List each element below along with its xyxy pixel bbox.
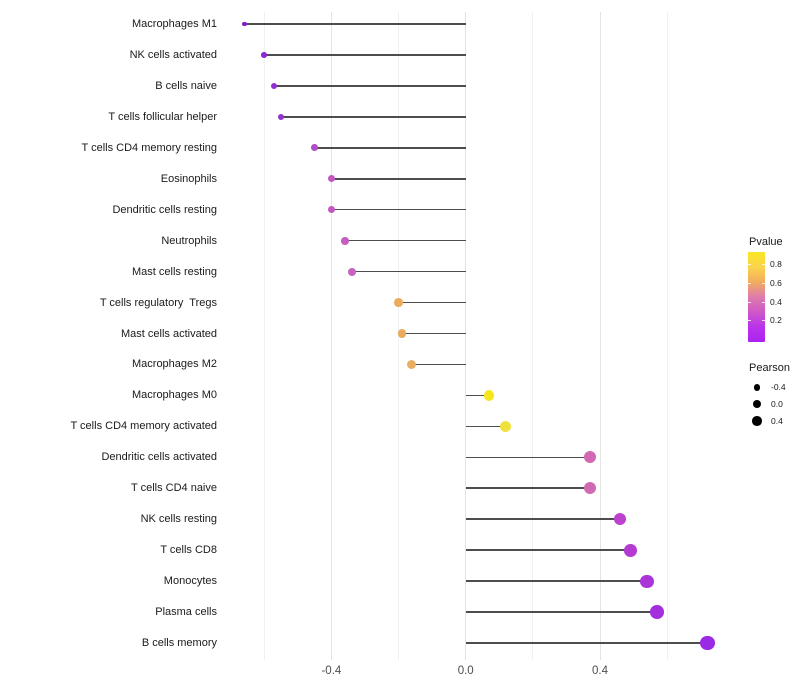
category-label: T cells CD4 naive — [131, 482, 217, 495]
pearson-legend-title: Pearson — [749, 362, 790, 374]
stem-segment — [465, 549, 631, 551]
category-label: Monocytes — [163, 575, 217, 588]
stem-segment — [398, 301, 466, 304]
colorbar-tick-label: 0.8 — [770, 259, 782, 270]
x-axis-tick-label: 0.0 — [457, 665, 474, 677]
lollipop-point — [407, 359, 417, 369]
pearson-size-key-label: 0.4 — [771, 415, 783, 426]
lollipop-point — [583, 451, 596, 464]
category-label: Macrophages M0 — [132, 389, 217, 402]
lollipop-point — [261, 52, 268, 58]
pearson-size-key-dot — [752, 400, 762, 409]
lollipop-point — [613, 512, 627, 526]
pvalue-colorbar — [747, 252, 765, 342]
lollipop-point — [327, 175, 336, 183]
category-label: T cells CD4 memory activated — [70, 420, 217, 433]
category-label: Macrophages M2 — [132, 358, 217, 371]
category-label: T cells follicular helper — [108, 110, 217, 123]
category-label: Dendritic cells resting — [112, 203, 217, 216]
category-label: Eosinophils — [160, 172, 217, 185]
lollipop-point — [640, 574, 654, 588]
category-label: Neutrophils — [161, 234, 217, 247]
stem-segment — [331, 177, 466, 180]
pvalue-legend-title: Pvalue — [749, 236, 783, 248]
stem-segment — [465, 580, 647, 582]
lollipop-point — [397, 329, 407, 338]
gridline — [330, 12, 332, 660]
category-label: T cells CD4 memory resting — [81, 141, 218, 154]
colorbar-tick-mark — [747, 282, 751, 284]
lollipop-point — [500, 420, 512, 432]
category-label: T cells CD8 — [160, 544, 217, 557]
lollipop-point — [394, 298, 403, 307]
lollipop-point — [347, 267, 356, 276]
colorbar-tick-label: 0.2 — [770, 315, 782, 326]
category-label: Mast cells activated — [121, 327, 217, 340]
colorbar-tick-mark — [761, 301, 765, 303]
category-label: NK cells activated — [129, 48, 217, 61]
colorbar-tick-mark — [747, 301, 751, 303]
stem-segment — [465, 394, 490, 397]
category-label: T cells regulatory Tregs — [99, 296, 217, 309]
category-label: Mast cells resting — [132, 265, 217, 278]
category-label: B cells naive — [155, 79, 217, 92]
lollipop-point — [271, 82, 278, 89]
lollipop-point — [483, 390, 495, 401]
gridline — [263, 12, 265, 660]
colorbar-tick-mark — [761, 282, 765, 284]
stem-segment — [344, 239, 466, 242]
category-label: Dendritic cells activated — [101, 451, 217, 464]
lollipop-point — [583, 482, 596, 495]
x-axis-tick-label: 0.4 — [592, 665, 608, 677]
colorbar-tick-mark — [761, 320, 765, 322]
gridline — [666, 12, 668, 660]
colorbar-tick-label: 0.4 — [770, 296, 782, 307]
stem-segment — [401, 332, 466, 335]
stem-segment — [281, 116, 466, 118]
lollipop-point — [623, 543, 637, 557]
stem-segment — [274, 85, 466, 87]
stem-segment — [465, 456, 590, 459]
pearson-size-key-label: 0.0 — [771, 399, 783, 410]
lollipop-point — [327, 206, 336, 214]
stem-segment — [264, 54, 466, 56]
x-axis-tick-label: -0.4 — [321, 665, 342, 677]
lollipop-point — [277, 113, 285, 120]
pearson-size-key-label: -0.4 — [771, 382, 786, 393]
colorbar-tick-label: 0.6 — [770, 277, 782, 288]
stem-segment — [465, 642, 708, 644]
colorbar-tick-mark — [747, 320, 751, 322]
stem-segment — [465, 425, 506, 428]
stem-segment — [465, 518, 621, 520]
category-label: B cells memory — [141, 637, 217, 649]
stem-segment — [244, 23, 466, 25]
category-label: Macrophages M1 — [132, 18, 217, 30]
stem-segment — [465, 611, 658, 613]
gridline — [465, 12, 467, 660]
lollipop-point — [700, 635, 715, 651]
category-label: Plasma cells — [155, 606, 217, 619]
stem-segment — [351, 270, 466, 273]
pearson-size-key-dot — [752, 416, 762, 426]
colorbar-tick-mark — [761, 264, 765, 266]
stem-segment — [411, 363, 466, 366]
stem-segment — [314, 147, 466, 149]
gridline — [532, 12, 534, 660]
stem-segment — [331, 208, 466, 211]
gridline — [599, 12, 601, 660]
lollipop-point — [340, 236, 349, 245]
stem-segment — [465, 487, 590, 490]
lollipop-point — [241, 21, 247, 27]
category-label: NK cells resting — [140, 513, 217, 526]
pearson-size-key-dot — [753, 384, 761, 391]
lollipop-point — [311, 144, 318, 152]
lollipop-point — [650, 605, 664, 619]
colorbar-tick-mark — [747, 264, 751, 266]
